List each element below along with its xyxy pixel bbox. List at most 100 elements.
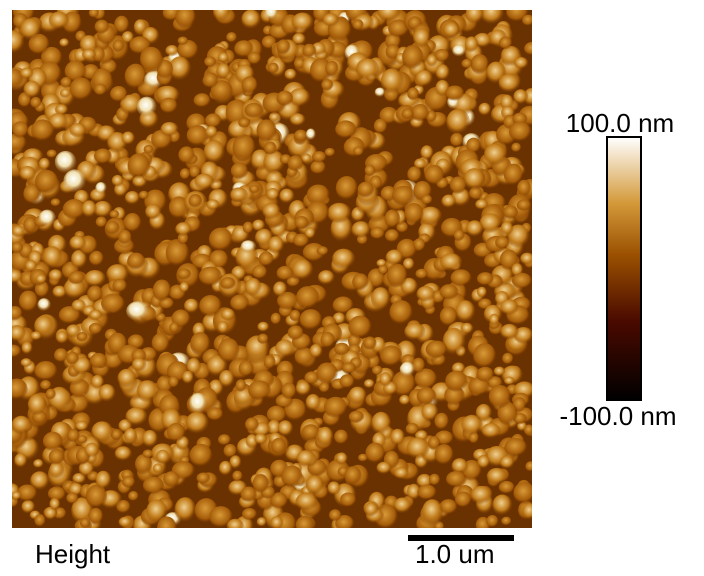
- grain: [182, 370, 194, 385]
- grain: [63, 169, 86, 193]
- grain: [301, 424, 320, 441]
- grain: [287, 325, 304, 341]
- grain: [450, 132, 464, 148]
- grain: [341, 362, 357, 374]
- grain: [185, 411, 209, 435]
- grain: [266, 187, 280, 201]
- grain: [118, 229, 132, 245]
- grain: [335, 176, 358, 201]
- grain: [46, 149, 58, 159]
- grain: [364, 502, 379, 517]
- grain: [493, 366, 506, 377]
- grain: [88, 10, 100, 19]
- grain: [499, 36, 513, 50]
- grain: [112, 39, 125, 53]
- grain: [12, 269, 23, 284]
- grain: [229, 455, 242, 470]
- grain: [335, 452, 348, 466]
- grain: [114, 15, 130, 34]
- grain: [295, 515, 315, 528]
- grain: [179, 168, 191, 180]
- grain: [234, 40, 254, 58]
- grain: [357, 181, 375, 198]
- grain: [455, 300, 476, 323]
- grain: [93, 200, 113, 218]
- grain: [270, 312, 282, 325]
- grain: [194, 173, 215, 191]
- grain: [59, 88, 71, 99]
- grain: [449, 176, 467, 195]
- grain: [169, 322, 180, 334]
- grain: [12, 378, 28, 401]
- grain: [501, 516, 512, 526]
- grain: [319, 382, 330, 393]
- grain: [94, 83, 107, 96]
- grain: [37, 298, 51, 312]
- grain: [294, 216, 309, 230]
- grain: [127, 252, 146, 270]
- grain: [244, 102, 264, 119]
- grain: [17, 484, 38, 502]
- grain: [384, 229, 400, 243]
- grain: [373, 118, 388, 135]
- grain: [270, 516, 284, 528]
- grain: [12, 121, 29, 139]
- grain: [202, 72, 219, 89]
- grain: [470, 485, 493, 505]
- grain: [499, 455, 515, 470]
- grain: [399, 361, 415, 378]
- grain: [385, 249, 404, 266]
- grain: [465, 220, 484, 238]
- grain: [19, 67, 34, 80]
- grain: [203, 140, 225, 164]
- grain: [389, 300, 413, 326]
- grain: [152, 463, 164, 474]
- grain: [327, 202, 352, 224]
- grain: [30, 331, 42, 341]
- grain: [511, 142, 522, 153]
- grain: [24, 260, 38, 273]
- grain: [42, 246, 63, 269]
- grain: [189, 443, 213, 468]
- grain: [186, 125, 209, 147]
- grain: [59, 38, 70, 48]
- grain: [321, 79, 334, 91]
- grain: [348, 315, 372, 339]
- grain: [71, 299, 87, 313]
- grain: [177, 268, 192, 280]
- grain: [21, 500, 36, 514]
- grain: [434, 412, 449, 431]
- grain: [416, 387, 437, 405]
- grain: [524, 42, 532, 56]
- grain: [500, 299, 519, 316]
- grain: [377, 10, 401, 22]
- grain: [40, 380, 52, 391]
- grain: [94, 19, 110, 35]
- grain: [301, 153, 312, 164]
- grain: [45, 388, 56, 400]
- grain: [371, 411, 392, 436]
- grain: [240, 486, 257, 503]
- grain: [165, 44, 179, 57]
- grain: [415, 69, 434, 87]
- afm-texture: [12, 10, 532, 528]
- colorbar-min-label: -100.0 nm: [559, 401, 676, 431]
- grain: [244, 417, 259, 432]
- grain: [134, 454, 153, 475]
- grain: [275, 339, 296, 358]
- grain: [435, 64, 450, 81]
- grain: [34, 361, 58, 382]
- grain: [238, 360, 254, 377]
- grain: [238, 117, 251, 129]
- grain: [439, 306, 458, 327]
- grain: [304, 227, 316, 240]
- grain: [75, 420, 89, 432]
- grain: [240, 240, 257, 253]
- grain: [302, 43, 317, 59]
- grain: [127, 153, 151, 179]
- grain: [131, 357, 147, 372]
- grain: [209, 506, 233, 528]
- grain: [136, 380, 159, 403]
- grain: [352, 19, 364, 31]
